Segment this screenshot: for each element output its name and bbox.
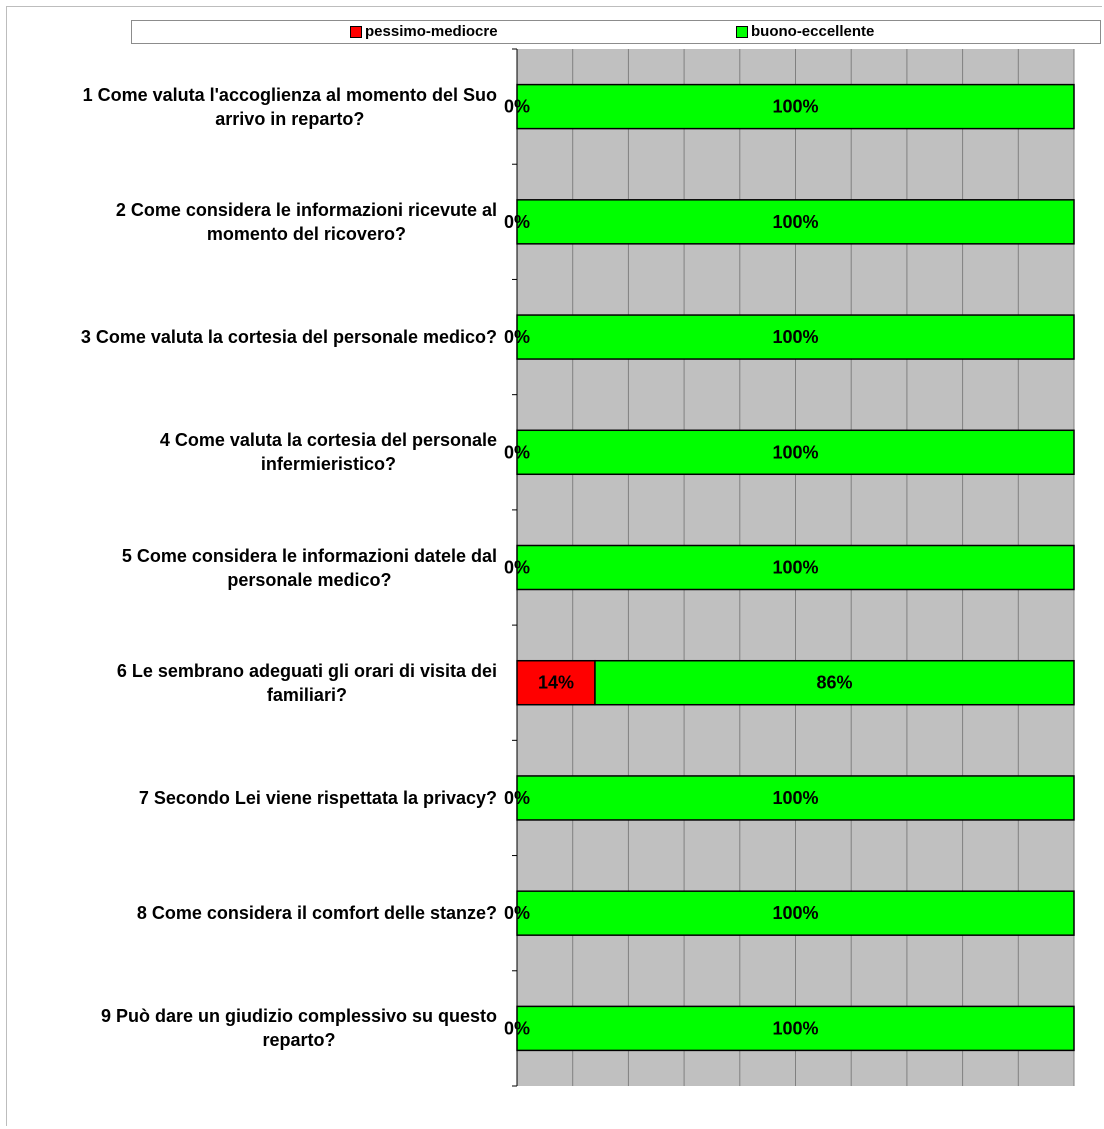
- category-label: 8 Come considera il comfort delle stanze…: [0, 901, 497, 925]
- data-label-series1: 0%: [504, 442, 530, 462]
- bar-series2: [516, 544, 1075, 591]
- category-label: 7 Secondo Lei viene rispettata la privac…: [0, 786, 497, 810]
- bar-series2: [516, 775, 1075, 821]
- category-label-line: personale medico?: [227, 569, 392, 590]
- category-label: 1 Come valuta l'accoglienza al momento d…: [0, 83, 497, 131]
- data-label-series2: 100%: [772, 788, 818, 808]
- category-label-line: 2 Come considera le informazioni ricevut…: [115, 199, 497, 220]
- bar-series2: [516, 1005, 1075, 1052]
- bar-series2: [516, 83, 1075, 130]
- data-label-series2: 86%: [816, 673, 852, 693]
- data-label-series1: 0%: [504, 1018, 530, 1038]
- data-label-series1: 0%: [504, 903, 530, 923]
- category-label: 6 Le sembrano adeguati gli orari di visi…: [0, 659, 497, 707]
- chart-frame: [6, 6, 1102, 1126]
- bar-series2: [516, 314, 1075, 360]
- category-label-line: infermieristico?: [260, 454, 396, 475]
- data-label-series1: 0%: [504, 97, 530, 117]
- legend-swatch-series2: [736, 25, 748, 38]
- data-label-series2: 100%: [772, 903, 818, 923]
- category-label-line: familiari?: [266, 684, 347, 705]
- data-label-series1: 14%: [538, 673, 574, 693]
- data-label-series1: 0%: [504, 327, 530, 347]
- chart-legend: pessimo-mediocre buono-eccellente: [131, 20, 1101, 44]
- category-label-line: arrivo in reparto?: [215, 108, 365, 129]
- legend-swatch-series1: [350, 25, 362, 38]
- category-label-line: 5 Come considera le informazioni datele …: [121, 545, 497, 566]
- legend-item-series2: buono-eccellente: [736, 23, 874, 40]
- category-label: 5 Come considera le informazioni datele …: [0, 544, 497, 592]
- data-label-series1: 0%: [504, 212, 530, 232]
- data-label-series2: 100%: [772, 558, 818, 578]
- legend-item-series1: pessimo-mediocre: [350, 23, 498, 40]
- data-label-series2: 100%: [772, 97, 818, 117]
- category-label-line: momento del ricovero?: [206, 223, 406, 244]
- category-label-line: 3 Come valuta la cortesia del personale …: [80, 327, 497, 348]
- category-label-line: 8 Come considera il comfort delle stanze…: [136, 903, 497, 924]
- category-label: 2 Come considera le informazioni ricevut…: [0, 198, 497, 246]
- bar-series2: [594, 659, 1075, 706]
- category-label-line: 9 Può dare un giudizio complessivo su qu…: [100, 1006, 497, 1027]
- data-label-series2: 100%: [772, 327, 818, 347]
- category-label-line: 4 Come valuta la cortesia del personale: [159, 430, 497, 451]
- category-label: 3 Come valuta la cortesia del personale …: [0, 325, 497, 349]
- category-label-line: 6 Le sembrano adeguati gli orari di visi…: [116, 660, 497, 681]
- data-label-series1: 0%: [504, 788, 530, 808]
- legend-label-series1: pessimo-mediocre: [365, 23, 498, 40]
- data-label-series1: 0%: [504, 558, 530, 578]
- data-label-series2: 100%: [772, 212, 818, 232]
- category-label-line: reparto?: [262, 1030, 336, 1051]
- category-label-line: 1 Come valuta l'accoglienza al momento d…: [82, 84, 497, 105]
- bar-series2: [516, 890, 1075, 936]
- data-label-series2: 100%: [772, 442, 818, 462]
- category-label: 9 Può dare un giudizio complessivo su qu…: [0, 1004, 497, 1052]
- bar-series1: [516, 659, 596, 706]
- legend-label-series2: buono-eccellente: [751, 23, 875, 40]
- data-label-series2: 100%: [772, 1018, 818, 1038]
- bar-series2: [516, 199, 1075, 245]
- bar-series2: [516, 429, 1075, 476]
- category-label: 4 Come valuta la cortesia del personale i…: [0, 428, 497, 476]
- category-label-line: 7 Secondo Lei viene rispettata la privac…: [138, 787, 497, 808]
